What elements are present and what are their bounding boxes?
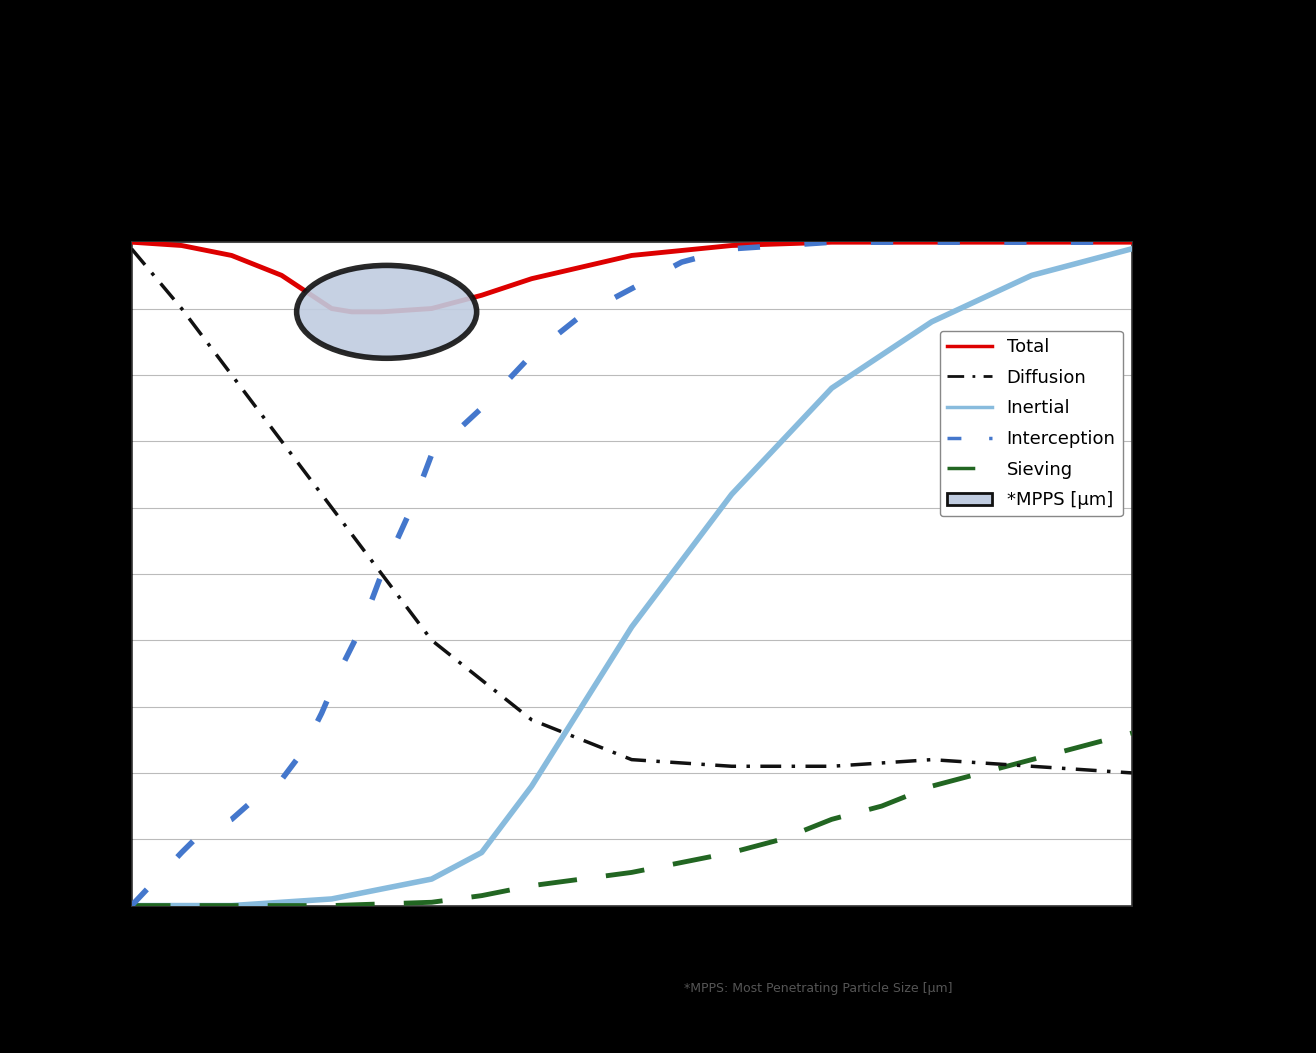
Legend: Total, Diffusion, Inertial, Interception, Sieving, *MPPS [μm]: Total, Diffusion, Inertial, Interception…: [940, 331, 1123, 516]
Text: *MPPS: Most Penetrating Particle Size [μm]: *MPPS: Most Penetrating Particle Size [μ…: [684, 982, 953, 995]
X-axis label: Particle Size (μm): Particle Size (μm): [546, 948, 717, 967]
Ellipse shape: [296, 265, 476, 358]
Y-axis label: Efficiency (%): Efficiency (%): [58, 506, 76, 641]
